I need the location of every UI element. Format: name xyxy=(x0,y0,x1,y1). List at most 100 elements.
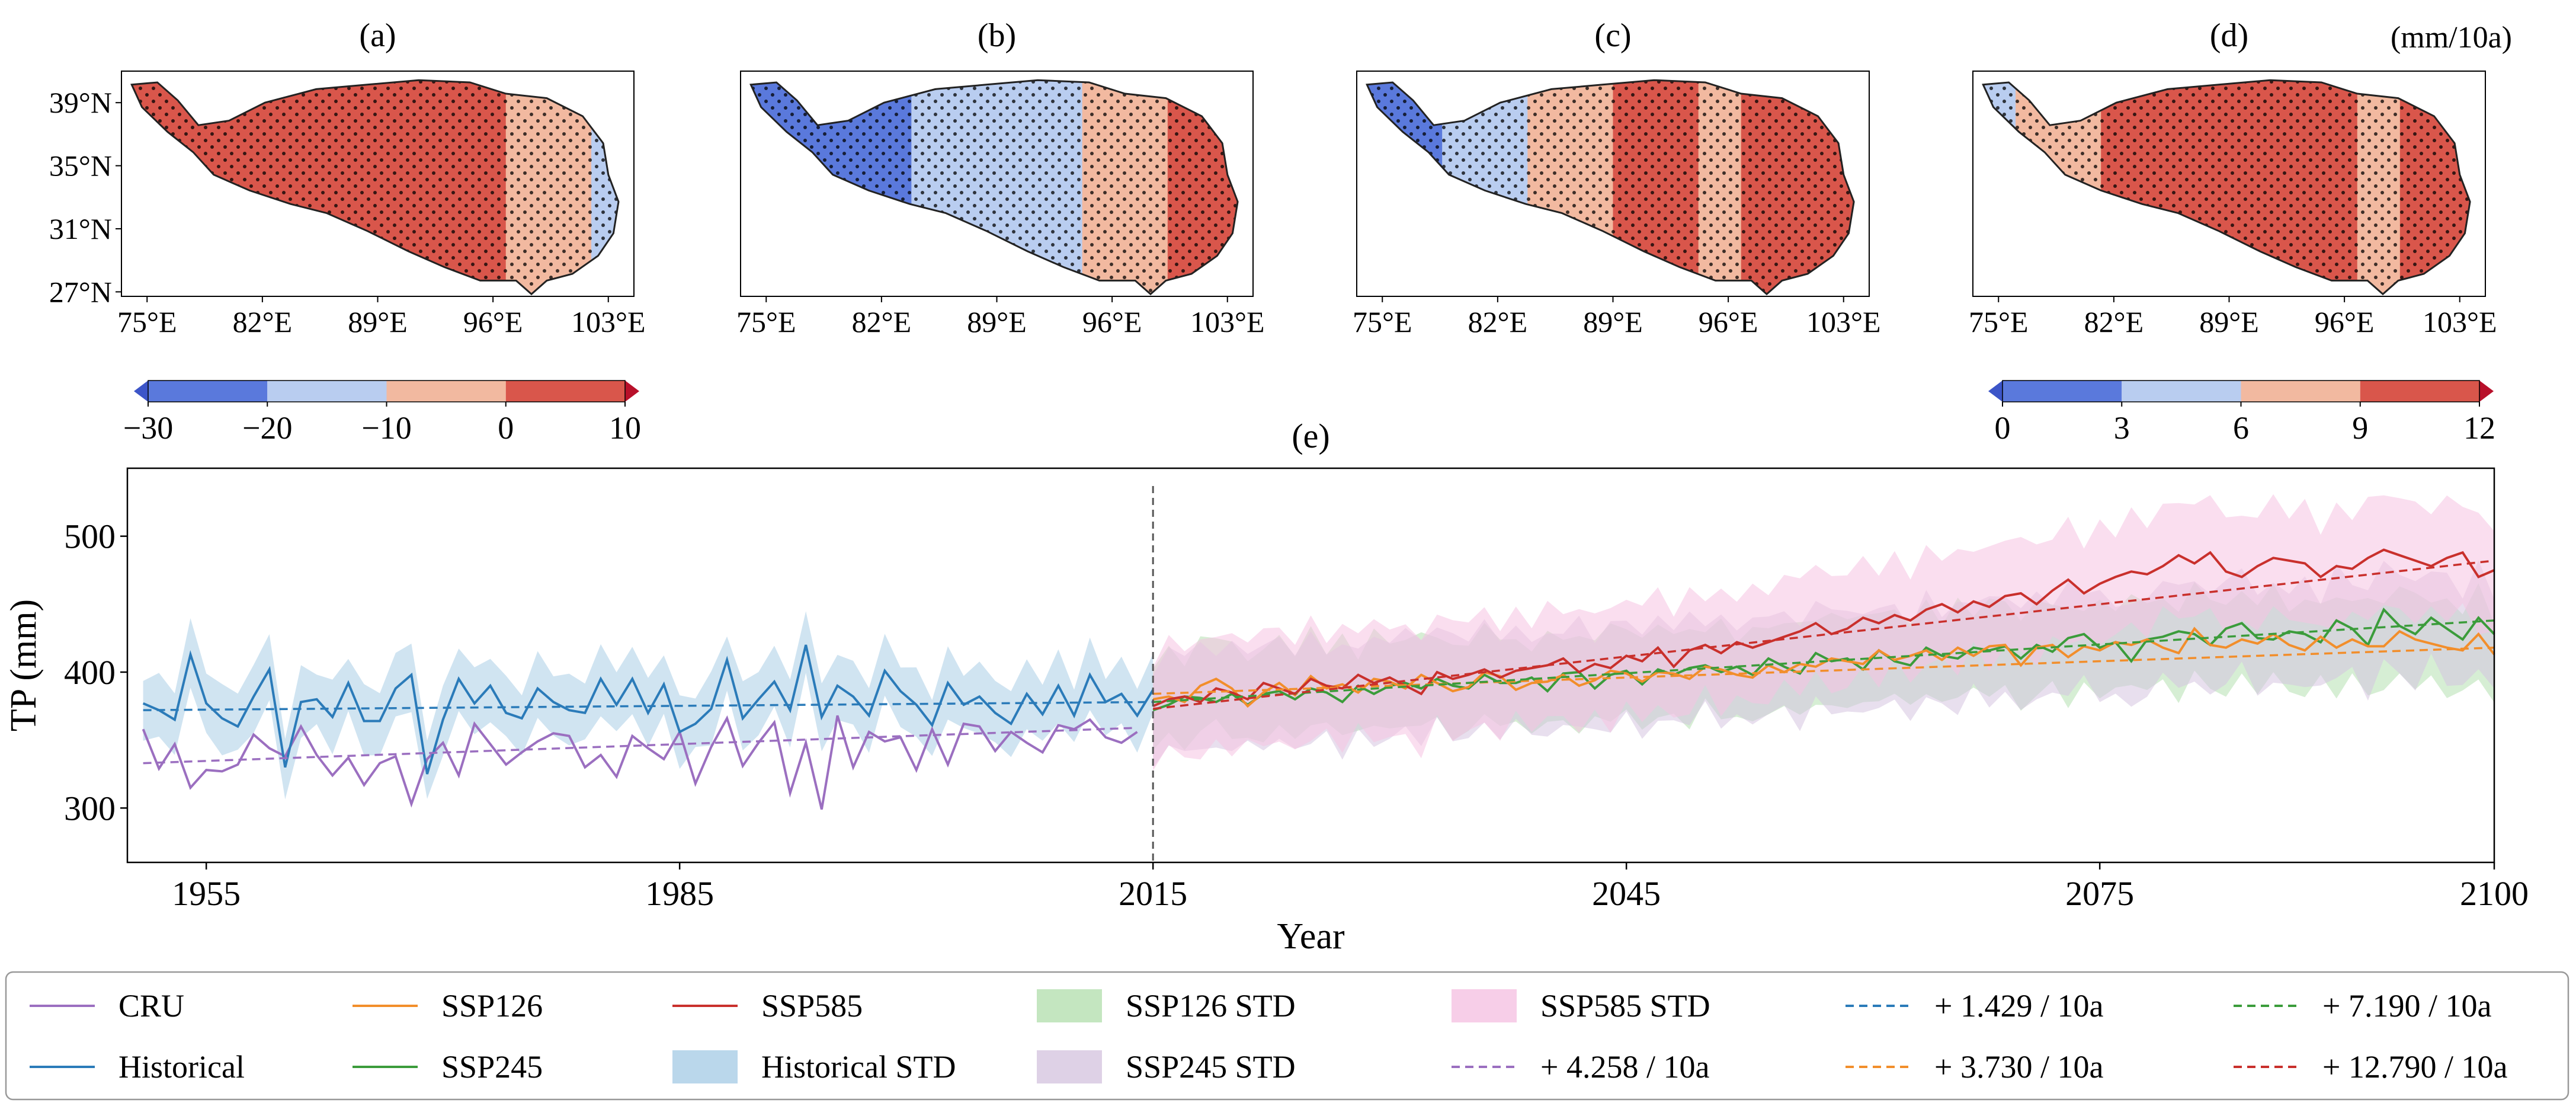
legend-label: + 12.790 / 10a xyxy=(2322,1049,2507,1085)
series-line-cru xyxy=(142,715,1138,810)
colorbar-tick-label: −10 xyxy=(361,410,411,446)
plateau-outline xyxy=(1366,79,1855,296)
legend-label: SSP126 xyxy=(441,988,543,1024)
colorbar-tick-label: 9 xyxy=(2352,410,2368,446)
series-line-ssp245 xyxy=(1152,607,2495,712)
x-tick-label: 2075 xyxy=(2065,874,2134,913)
trend-line-ssp126 xyxy=(1153,646,2495,695)
colorbar-bin xyxy=(148,381,268,402)
colorbar-tick-label: 6 xyxy=(2233,410,2249,446)
legend: CRU Historical SSP126 SSP245 SSP585 Historica… xyxy=(5,971,2569,1101)
x-axis-label: Year xyxy=(1277,916,1345,957)
legend-label: SSP245 xyxy=(441,1049,543,1085)
legend-label: + 4.258 / 10a xyxy=(1540,1049,1709,1085)
colorbar-bin xyxy=(2241,381,2360,402)
trend-line-cru xyxy=(143,727,1138,765)
map-x-tick-label: 75°E xyxy=(117,305,177,338)
map-y-tick-label: 39°N xyxy=(49,86,112,119)
colorbar-tick-label: 3 xyxy=(2114,410,2130,446)
plateau-outline xyxy=(130,79,620,296)
trend-line-ssp245 xyxy=(1153,619,2495,704)
map-x-tick-label: 96°E xyxy=(2315,305,2375,338)
legend-swatch xyxy=(1452,989,1517,1022)
legend-item: SSP245 STD xyxy=(1037,1049,1296,1085)
map-x-tick-label: 75°E xyxy=(736,305,796,338)
colorbar-bin xyxy=(505,381,625,402)
colorbar-tick-label: 10 xyxy=(609,410,641,446)
map-panels: (a) 75°E 82°E 89°E 96°E 103°E 39°N 35°N 31°N 27°N… xyxy=(49,17,2497,338)
colorbar-extend-high xyxy=(625,381,639,402)
legend-label: CRU xyxy=(118,988,184,1024)
colorbar-tick-label: 0 xyxy=(498,410,514,446)
legend-item: + 1.429 / 10a xyxy=(1846,988,2103,1024)
plateau-outline xyxy=(749,79,1239,296)
map-x-tick-label: 82°E xyxy=(233,305,293,338)
legend-item: SSP245 xyxy=(353,1049,543,1085)
map-y-tick-label: 35°N xyxy=(49,149,112,183)
legend-item: Historical STD xyxy=(672,1049,956,1085)
legend-item: SSP126 STD xyxy=(1037,988,1296,1024)
map-panel-b: (b) 75°E 82°E 89°E 96°E 103°E xyxy=(736,17,1265,338)
plot-frame xyxy=(126,467,2495,864)
map-x-tick-label: 75°E xyxy=(1969,305,2029,338)
panel-label: (b) xyxy=(978,17,1016,54)
colorbar-right: 0 3 6 9 12 xyxy=(1988,380,2495,446)
map-x-tick-label: 89°E xyxy=(348,305,408,338)
legend-label: Historical xyxy=(118,1049,245,1085)
map-unit-label: (mm/10a) xyxy=(2391,21,2512,55)
map-y-tick-label: 31°N xyxy=(49,212,112,245)
map-x-tick-label: 96°E xyxy=(463,305,523,338)
legend-label: Historical STD xyxy=(761,1049,956,1085)
y-tick-label: 400 xyxy=(64,653,116,692)
y-tick-label: 300 xyxy=(64,789,116,827)
x-tick-label: 2100 xyxy=(2460,874,2529,913)
colorbar-bin xyxy=(2003,381,2122,402)
x-tick-label: 1955 xyxy=(172,874,241,913)
map-panel-d: (d) 75°E 82°E 89°E 96°E 103°E xyxy=(1969,17,2497,338)
legend-frame xyxy=(5,971,2569,1101)
map-x-tick-label: 82°E xyxy=(2084,305,2144,338)
map-x-tick-label: 89°E xyxy=(1583,305,1643,338)
series-line-ssp126 xyxy=(1152,626,2495,708)
legend-label: SSP245 STD xyxy=(1126,1049,1296,1085)
legend-item: SSP126 xyxy=(353,988,543,1024)
legend-label: SSP126 STD xyxy=(1126,988,1296,1024)
colorbar-bin xyxy=(2360,381,2479,402)
map-x-tick-label: 89°E xyxy=(967,305,1027,338)
map-x-tick-label: 96°E xyxy=(1082,305,1142,338)
legend-item: + 12.790 / 10a xyxy=(2234,1049,2507,1085)
map-x-tick-label: 75°E xyxy=(1353,305,1412,338)
chart-title: (e) xyxy=(1292,417,1329,455)
panel-label: (c) xyxy=(1594,17,1631,54)
legend-label: SSP585 xyxy=(761,988,863,1024)
trend-line-historical xyxy=(143,701,1154,711)
map-x-tick-label: 82°E xyxy=(1468,305,1528,338)
legend-item: SSP585 STD xyxy=(1452,988,1710,1024)
map-y-tick-label: 27°N xyxy=(49,275,112,308)
map-x-tick-label: 103°E xyxy=(1190,305,1265,338)
legend-label: + 1.429 / 10a xyxy=(1934,988,2103,1024)
legend-item: SSP585 xyxy=(672,988,863,1024)
map-x-tick-label: 103°E xyxy=(2423,305,2497,338)
legend-item: + 4.258 / 10a xyxy=(1452,1049,1709,1085)
y-axis-label: TP (mm) xyxy=(4,599,44,731)
colorbar-extend-high xyxy=(2479,381,2494,402)
colorbar-tick-label: 12 xyxy=(2463,410,2495,446)
legend-swatch xyxy=(1037,1050,1102,1083)
map-x-tick-label: 89°E xyxy=(2199,305,2259,338)
x-tick-label: 1985 xyxy=(645,874,714,913)
colorbar-extend-low xyxy=(1988,381,2003,402)
legend-item: Historical xyxy=(30,1049,245,1085)
series-line-ssp585 xyxy=(1152,548,2495,708)
plateau-outline xyxy=(1982,79,2471,296)
colorbar-tick-label: −30 xyxy=(123,410,173,446)
colorbar-bin xyxy=(2122,381,2241,402)
y-tick-label: 500 xyxy=(64,517,116,556)
legend-item: + 7.190 / 10a xyxy=(2234,988,2491,1024)
map-x-tick-label: 103°E xyxy=(571,305,646,338)
panel-label: (d) xyxy=(2210,17,2248,54)
legend-swatch xyxy=(1037,989,1102,1022)
map-x-tick-label: 103°E xyxy=(1806,305,1881,338)
map-panel-c: (c) 75°E 82°E 89°E 96°E 103°E xyxy=(1353,17,1881,338)
